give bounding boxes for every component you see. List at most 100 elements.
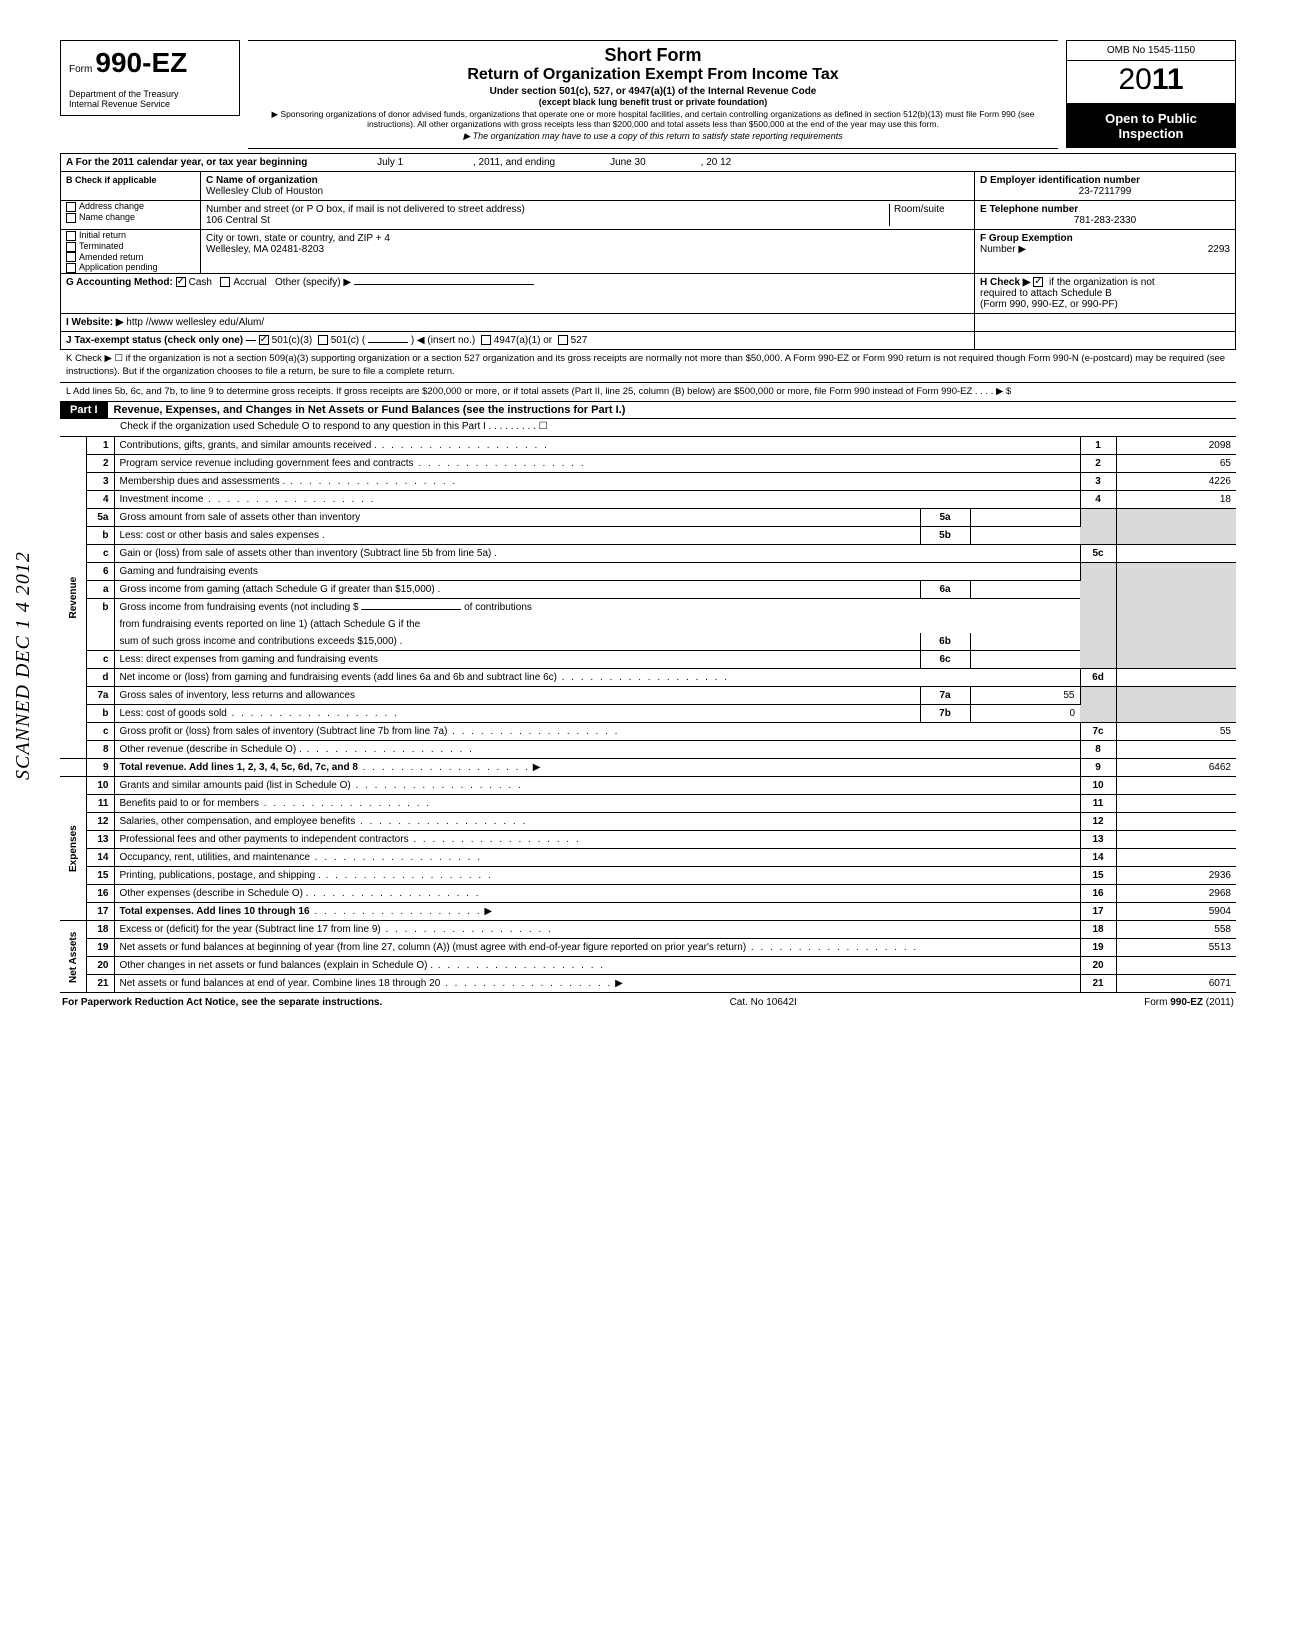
dept-treasury: Department of the Treasury bbox=[69, 89, 231, 99]
entity-info-block: A For the 2011 calendar year, or tax yea… bbox=[60, 153, 1236, 350]
ln-2-amt: 65 bbox=[1116, 455, 1236, 473]
ln-12-amt bbox=[1116, 813, 1236, 831]
city-label: City or town, state or country, and ZIP … bbox=[206, 233, 390, 244]
check-address-change[interactable] bbox=[66, 202, 76, 212]
ln-18-desc: Excess or (deficit) for the year (Subtra… bbox=[120, 924, 381, 935]
ln-5a-mbox: 5a bbox=[920, 509, 970, 527]
ln-5b-num: b bbox=[86, 527, 114, 545]
check-label-pending: Application pending bbox=[79, 262, 158, 272]
ln-12-num: 12 bbox=[86, 813, 114, 831]
check-terminated[interactable] bbox=[66, 242, 76, 252]
ln-10-num: 10 bbox=[86, 777, 114, 795]
ln-5a-num: 5a bbox=[86, 509, 114, 527]
check-label-terminated: Terminated bbox=[79, 241, 124, 251]
return-title: Return of Organization Exempt From Incom… bbox=[258, 66, 1048, 84]
year-light: 20 bbox=[1118, 63, 1151, 96]
check-label-initial: Initial return bbox=[79, 230, 126, 240]
open-public-1: Open to Public bbox=[1071, 111, 1231, 126]
check-name-change[interactable] bbox=[66, 213, 76, 223]
ln-6b-desc2: of contributions bbox=[464, 602, 532, 613]
footer-right: Form 990-EZ (2011) bbox=[1144, 997, 1234, 1008]
part-1-title: Revenue, Expenses, and Changes in Net As… bbox=[108, 404, 626, 416]
ln-8-amt bbox=[1116, 741, 1236, 759]
page-footer: For Paperwork Reduction Act Notice, see … bbox=[60, 993, 1236, 1008]
check-label-name: Name change bbox=[79, 212, 135, 222]
f-label2: Number ▶ bbox=[980, 244, 1026, 255]
g-accrual-label: Accrual bbox=[233, 277, 266, 288]
ln-16-box: 16 bbox=[1080, 885, 1116, 903]
ln-2-box: 2 bbox=[1080, 455, 1116, 473]
ln-14-desc: Occupancy, rent, utilities, and maintena… bbox=[120, 852, 310, 863]
check-501c3[interactable] bbox=[259, 335, 269, 345]
ln-6a-mamt bbox=[970, 581, 1080, 599]
ln-11-box: 11 bbox=[1080, 795, 1116, 813]
under-section: Under section 501(c), 527, or 4947(a)(1)… bbox=[258, 86, 1048, 97]
check-initial[interactable] bbox=[66, 231, 76, 241]
ln-8-num: 8 bbox=[86, 741, 114, 759]
line-a-end-prefix: , 20 bbox=[701, 157, 718, 168]
website: http //www wellesley edu/Alum/ bbox=[126, 317, 264, 328]
ln-6a-num: a bbox=[86, 581, 114, 599]
check-cash[interactable] bbox=[176, 277, 186, 287]
ln-5b-desc: Less: cost or other basis and sales expe… bbox=[120, 530, 325, 541]
check-amended[interactable] bbox=[66, 252, 76, 262]
ln-18-num: 18 bbox=[86, 921, 114, 939]
ln-19-desc: Net assets or fund balances at beginning… bbox=[120, 942, 747, 953]
b-label: B Check if applicable bbox=[66, 175, 157, 185]
ln-4-box: 4 bbox=[1080, 491, 1116, 509]
ln-12-box: 12 bbox=[1080, 813, 1116, 831]
ln-5c-amt bbox=[1116, 545, 1236, 563]
dept-irs: Internal Revenue Service bbox=[69, 99, 231, 109]
footer-mid: Cat. No 10642I bbox=[730, 997, 797, 1008]
ln-3-desc: Membership dues and assessments . bbox=[120, 476, 286, 487]
copy-note: ▶ The organization may have to use a cop… bbox=[258, 131, 1048, 142]
ln-1-box: 1 bbox=[1080, 437, 1116, 455]
check-501c[interactable] bbox=[318, 335, 328, 345]
ln-13-amt bbox=[1116, 831, 1236, 849]
side-netassets: Net Assets bbox=[60, 921, 86, 993]
ln-20-box: 20 bbox=[1080, 957, 1116, 975]
j-4947-label: 4947(a)(1) or bbox=[494, 335, 552, 346]
h-text: if the organization is not bbox=[1049, 277, 1155, 288]
check-527[interactable] bbox=[558, 335, 568, 345]
ln-7b-num: b bbox=[86, 705, 114, 723]
ln-4-num: 4 bbox=[86, 491, 114, 509]
ln-7c-box: 7c bbox=[1080, 723, 1116, 741]
check-label-amended: Amended return bbox=[79, 252, 144, 262]
check-4947[interactable] bbox=[481, 335, 491, 345]
ln-7a-mbox: 7a bbox=[920, 687, 970, 705]
ln-8-box: 8 bbox=[1080, 741, 1116, 759]
check-h[interactable] bbox=[1033, 277, 1043, 287]
ln-16-desc: Other expenses (describe in Schedule O) … bbox=[120, 888, 309, 899]
ln-21-num: 21 bbox=[86, 975, 114, 993]
ln-19-amt: 5513 bbox=[1116, 939, 1236, 957]
line-a-mid: , 2011, and ending bbox=[473, 157, 555, 168]
check-pending[interactable] bbox=[66, 263, 76, 273]
form-number: 990-EZ bbox=[95, 47, 187, 78]
ln-6b-desc3: from fundraising events reported on line… bbox=[120, 619, 421, 630]
ln-6b-mamt bbox=[970, 633, 1080, 651]
ln-7a-mamt: 55 bbox=[970, 687, 1080, 705]
ln-6c-mbox: 6c bbox=[920, 651, 970, 669]
ln-7b-desc: Less: cost of goods sold bbox=[120, 708, 227, 719]
footer-left: For Paperwork Reduction Act Notice, see … bbox=[62, 997, 382, 1008]
ln-4-amt: 18 bbox=[1116, 491, 1236, 509]
ln-15-amt: 2936 bbox=[1116, 867, 1236, 885]
check-accrual[interactable] bbox=[220, 277, 230, 287]
ln-6b-num: b bbox=[86, 599, 114, 617]
ln-14-num: 14 bbox=[86, 849, 114, 867]
ln-9-amt: 6462 bbox=[1116, 759, 1236, 777]
ln-5b-mamt bbox=[970, 527, 1080, 545]
ln-6c-mamt bbox=[970, 651, 1080, 669]
addr-label: Number and street (or P O box, if mail i… bbox=[206, 204, 525, 215]
ln-4-desc: Investment income bbox=[120, 494, 204, 505]
ln-13-desc: Professional fees and other payments to … bbox=[120, 834, 409, 845]
ln-6a-mbox: 6a bbox=[920, 581, 970, 599]
group-exemption: 2293 bbox=[1208, 244, 1230, 255]
ln-3-num: 3 bbox=[86, 473, 114, 491]
ln-14-box: 14 bbox=[1080, 849, 1116, 867]
ein: 23-7211799 bbox=[980, 186, 1230, 197]
tax-year-end-month: June 30 bbox=[558, 157, 698, 168]
tax-year: 2011 bbox=[1066, 61, 1236, 104]
ln-7b-mbox: 7b bbox=[920, 705, 970, 723]
